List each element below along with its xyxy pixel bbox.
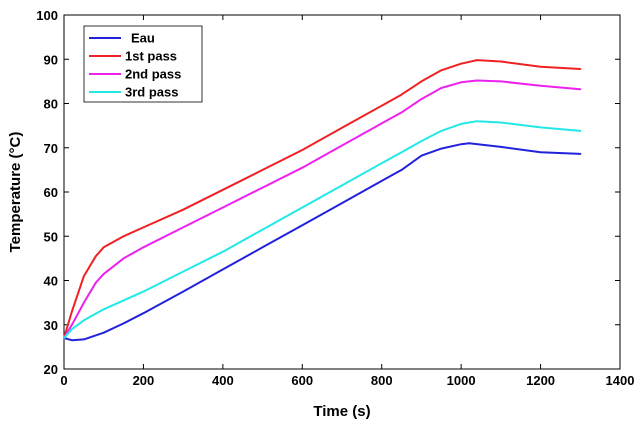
y-tick-label: 80	[44, 97, 58, 112]
legend-label-1: 1st pass	[125, 49, 177, 64]
y-tick-label: 30	[44, 318, 58, 333]
x-tick-label: 600	[291, 373, 313, 388]
x-tick-label: 1400	[606, 373, 635, 388]
x-tick-label: 1200	[526, 373, 555, 388]
x-tick-label: 0	[60, 373, 67, 388]
y-tick-label: 20	[44, 362, 58, 377]
y-tick-label: 70	[44, 141, 58, 156]
legend-label-3: 3rd pass	[125, 85, 178, 100]
legend-label-2: 2nd pass	[125, 67, 181, 82]
axis-ticks: 0 200 400 600 800 1000 1200 1400 20 30 40 50 60 70 80 9…	[36, 8, 634, 388]
legend-label-0: Eau	[131, 31, 155, 46]
legend: Eau 1st pass 2nd pass 3rd pass	[83, 25, 203, 103]
series-line-2	[63, 79, 582, 339]
x-tick-label: 400	[212, 373, 234, 388]
series-line-0	[63, 142, 582, 342]
y-tick-label: 90	[44, 52, 58, 67]
series-line-1	[63, 59, 582, 339]
x-tick-label: 1000	[447, 373, 476, 388]
series-line-3	[63, 120, 582, 339]
x-tick-label: 800	[371, 373, 393, 388]
y-axis-label: Temperature (°C)	[7, 132, 24, 253]
x-axis-label: Time (s)	[313, 403, 370, 420]
y-tick-label: 40	[44, 274, 58, 289]
x-tick-label: 200	[133, 373, 155, 388]
y-tick-label: 100	[36, 8, 58, 23]
series-lines	[63, 59, 582, 342]
y-tick-label: 50	[44, 229, 58, 244]
y-tick-label: 60	[44, 185, 58, 200]
